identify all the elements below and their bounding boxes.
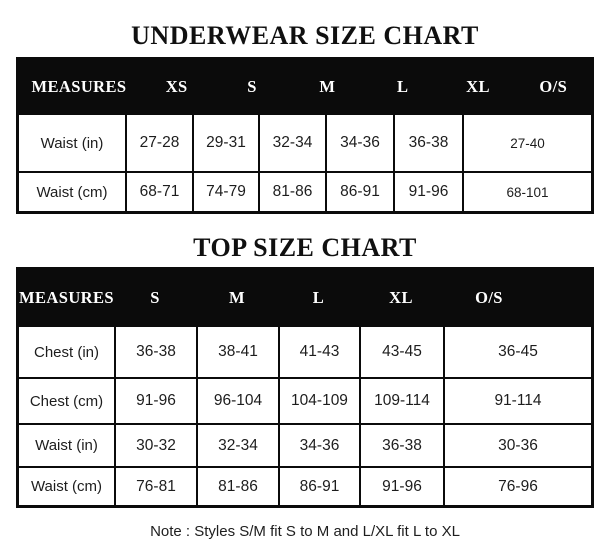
table-cell: 96-104 [196,379,278,424]
table-cell: 36-45 [443,327,591,378]
table-cell: 91-96 [114,379,196,424]
table-cell: 76-96 [443,468,591,506]
table-cell: 91-96 [359,468,443,506]
table-cell: 76-81 [114,468,196,506]
row-label: Chest (in) [33,343,100,361]
row-label: Waist (cm) [36,183,108,201]
table-cell: 36-38 [359,425,443,467]
table-cell: 68-101 [462,173,591,212]
fit-note: Note : Styles S/M fit S to M and L/XL fi… [150,523,460,541]
table-cell: 36-38 [114,327,196,378]
header-cell-os: O/S [475,287,503,307]
header-cell-m: M [319,76,336,96]
header-cell-s: S [150,287,160,307]
table-cell: 81-86 [258,173,325,212]
header-cell-xl: XL [466,76,490,96]
header-cell-s: S [247,76,257,96]
table-cell: 86-91 [325,173,393,212]
table-row-waist-in: Waist (in) 27-28 29-31 32-34 34-36 36-38… [19,113,591,172]
top-size-table: MEASURES S M L XL O/S Chest (in) 36-38 3… [16,267,594,509]
header-cell-os: O/S [539,76,568,96]
table-cell: 38-41 [196,327,278,378]
top-table-header-row: MEASURES S M L XL O/S [19,270,591,326]
table-cell: 34-36 [278,425,359,467]
table-cell: 41-43 [278,327,359,378]
table-cell: 74-79 [192,173,258,212]
table-cell: 81-86 [196,468,278,506]
table-cell: 43-45 [359,327,443,378]
header-cell-m: M [229,287,245,307]
table-row-chest-cm: Chest (cm) 91-96 96-104 104-109 109-114 … [19,377,591,424]
table-row-waist-in: Waist (in) 30-32 32-34 34-36 36-38 30-36 [19,423,591,467]
table-cell: 109-114 [359,379,443,424]
table-cell: 32-34 [258,115,325,172]
table-cell: 34-36 [325,115,393,172]
table-cell: 27-40 [462,115,591,172]
table-cell: 29-31 [192,115,258,172]
row-label: Waist (in) [35,437,98,455]
table-row-waist-cm: Waist (cm) 68-71 74-79 81-86 86-91 91-96… [19,171,591,212]
table-cell: 91-96 [393,173,462,212]
header-cell-l: L [396,76,409,96]
header-cell-measures: MEASURES [31,76,127,96]
table-cell: 30-32 [114,425,196,467]
table-row-waist-cm: Waist (cm) 76-81 81-86 86-91 91-96 76-96 [19,466,591,506]
table-cell: 68-71 [125,173,192,212]
table-cell: 32-34 [196,425,278,467]
row-label: Chest (cm) [29,392,104,410]
table-cell: 30-36 [443,425,591,467]
table-row-chest-in: Chest (in) 36-38 38-41 41-43 43-45 36-45 [19,325,591,378]
header-cell-measures: MEASURES [19,287,114,307]
row-label: Waist (in) [40,134,104,152]
header-cell-xl: XL [389,287,413,307]
underwear-chart-title: UNDERWEAR SIZE CHART [131,21,479,50]
top-chart-title: TOP SIZE CHART [193,233,417,263]
table-cell: 104-109 [278,379,359,424]
table-cell: 91-114 [443,379,591,424]
underwear-table-header-row: MEASURES XS S M L XL O/S [19,60,591,114]
table-cell: 27-28 [125,115,192,172]
header-cell-xs: XS [165,76,188,96]
header-cell-l: L [312,287,325,307]
table-cell: 86-91 [278,468,359,506]
table-cell: 36-38 [393,115,462,172]
underwear-size-table: MEASURES XS S M L XL O/S Waist (in) 27-2… [16,57,594,215]
row-label: Waist (cm) [30,478,103,496]
